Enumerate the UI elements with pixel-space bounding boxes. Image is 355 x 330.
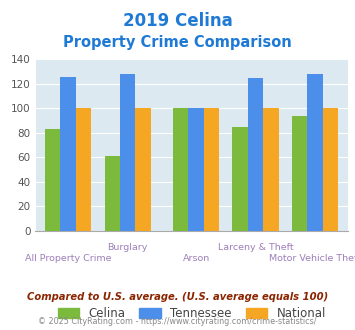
Text: Larceny & Theft: Larceny & Theft [218, 243, 294, 252]
Bar [45, 129, 60, 231]
Legend: Celina, Tennessee, National: Celina, Tennessee, National [53, 302, 331, 325]
Bar [323, 109, 338, 231]
Text: Motor Vehicle Theft: Motor Vehicle Theft [269, 254, 355, 263]
Text: Arson: Arson [182, 254, 210, 263]
Bar [173, 109, 189, 231]
Text: Property Crime Comparison: Property Crime Comparison [63, 35, 292, 50]
Text: © 2025 CityRating.com - https://www.cityrating.com/crime-statistics/: © 2025 CityRating.com - https://www.city… [38, 317, 317, 326]
Bar [263, 109, 279, 231]
Text: Compared to U.S. average. (U.S. average equals 100): Compared to U.S. average. (U.S. average … [27, 292, 328, 302]
Bar [292, 116, 307, 231]
Bar [104, 156, 120, 231]
Bar [204, 109, 219, 231]
Bar [189, 109, 204, 231]
Text: All Property Crime: All Property Crime [25, 254, 111, 263]
Bar [307, 74, 323, 231]
Text: Burglary: Burglary [108, 243, 148, 252]
Bar [233, 127, 248, 231]
Bar [248, 78, 263, 231]
Bar [120, 74, 136, 231]
Bar [60, 77, 76, 231]
Bar [136, 109, 151, 231]
Text: 2019 Celina: 2019 Celina [122, 12, 233, 30]
Bar [76, 109, 92, 231]
